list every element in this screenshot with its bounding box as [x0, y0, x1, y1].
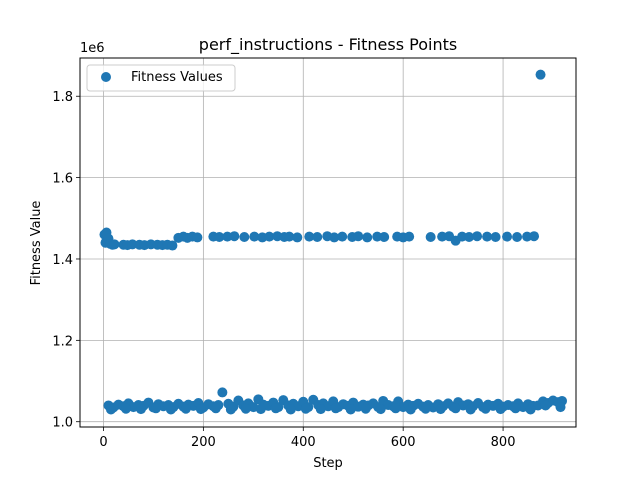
- data-point: [345, 404, 356, 415]
- y-axis-offset-label: 1e6: [80, 41, 105, 56]
- plot-frame: [79, 57, 577, 428]
- data-point: [450, 403, 461, 414]
- data-point: [264, 231, 275, 242]
- grid-lines: [80, 58, 576, 427]
- y-tick-label: 1.8: [52, 90, 73, 105]
- scatter-points: [99, 69, 568, 415]
- data-point: [404, 231, 415, 242]
- data-point: [420, 403, 431, 414]
- data-point: [465, 404, 476, 415]
- data-point: [375, 404, 386, 415]
- data-point: [425, 232, 436, 243]
- x-tick-label: 800: [491, 435, 516, 450]
- data-point: [239, 232, 250, 243]
- data-point: [284, 231, 295, 242]
- data-point: [285, 404, 296, 415]
- x-tick-label: 600: [391, 435, 416, 450]
- data-point: [120, 403, 131, 414]
- data-point: [249, 231, 260, 242]
- data-point: [217, 387, 228, 398]
- data-point: [109, 239, 120, 250]
- data-point: [255, 404, 266, 415]
- data-point: [472, 231, 483, 242]
- data-point: [512, 232, 523, 243]
- data-point: [214, 232, 225, 243]
- data-point: [312, 232, 323, 243]
- data-point: [353, 231, 364, 242]
- y-tick-label: 1.0: [52, 416, 73, 431]
- data-point: [165, 404, 176, 415]
- data-point: [330, 403, 341, 414]
- data-point: [248, 402, 259, 413]
- data-point: [555, 402, 566, 413]
- y-axis-label: Fitness Value: [29, 201, 44, 286]
- data-point: [292, 232, 303, 243]
- axis-ticks: 0 200 400 600 800 1.0 1.2 1.4 1.6 1.8: [52, 90, 515, 450]
- data-point: [379, 232, 390, 243]
- data-point: [225, 404, 236, 415]
- data-point: [405, 404, 416, 415]
- y-tick-label: 1.2: [52, 334, 73, 349]
- data-point: [105, 404, 116, 415]
- data-point: [315, 404, 326, 415]
- data-point: [525, 404, 536, 415]
- data-point: [502, 231, 513, 242]
- data-point: [135, 404, 146, 415]
- legend: Fitness Values: [86, 64, 236, 92]
- x-tick-label: 0: [99, 435, 107, 450]
- data-point: [435, 404, 446, 415]
- data-point: [540, 400, 551, 411]
- data-point: [360, 403, 371, 414]
- x-axis-label: Step: [313, 456, 343, 471]
- data-point: [529, 231, 540, 242]
- data-point: [482, 231, 493, 242]
- data-point: [495, 404, 506, 415]
- y-tick-label: 1.6: [52, 172, 73, 187]
- data-point: [195, 404, 206, 415]
- data-point: [192, 232, 203, 243]
- data-point: [337, 231, 348, 242]
- data-point: [150, 403, 161, 414]
- x-tick-label: 400: [291, 435, 316, 450]
- data-point: [390, 403, 401, 414]
- data-point: [210, 403, 221, 414]
- legend-entry-fitness-values: Fitness Values: [131, 70, 223, 85]
- data-point: [362, 232, 373, 243]
- data-point: [329, 232, 340, 243]
- data-point: [270, 403, 281, 414]
- data-point: [240, 403, 251, 414]
- legend-box: [86, 64, 236, 92]
- legend-marker: [101, 72, 111, 82]
- data-point: [167, 240, 178, 251]
- data-point: [535, 69, 546, 80]
- y-tick-label: 1.4: [52, 253, 73, 268]
- data-point: [480, 403, 491, 414]
- data-point: [229, 231, 240, 242]
- data-point: [304, 231, 315, 242]
- chart-title: perf_instructions - Fitness Points: [199, 35, 457, 55]
- data-point: [510, 403, 521, 414]
- x-tick-label: 200: [191, 435, 216, 450]
- data-point: [300, 403, 311, 414]
- data-point: [464, 232, 475, 243]
- data-point: [490, 232, 501, 243]
- data-point: [180, 403, 191, 414]
